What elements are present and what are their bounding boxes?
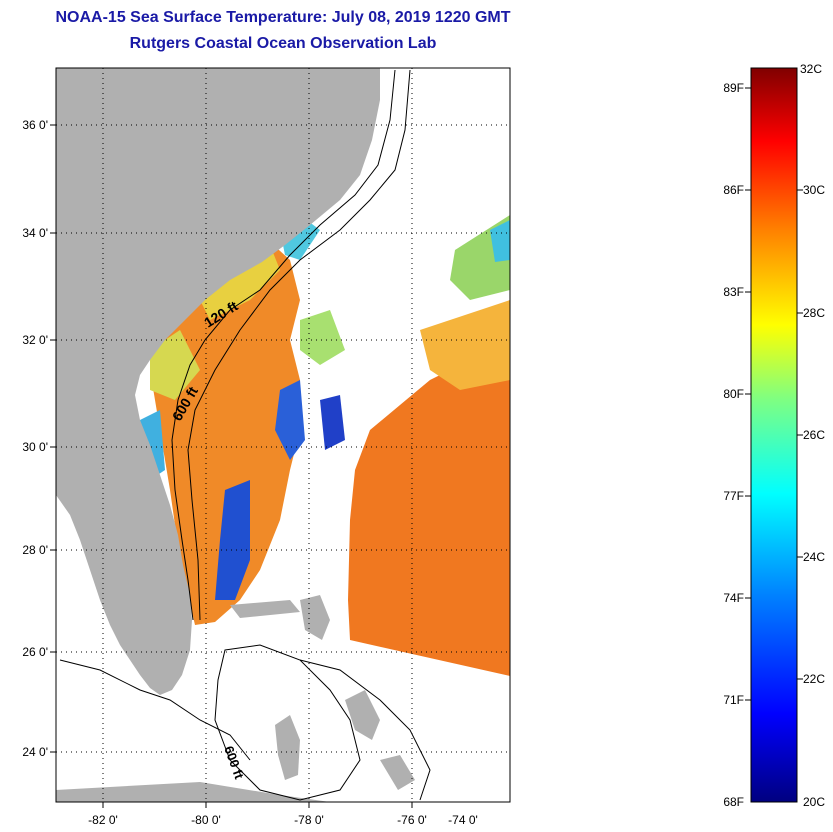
colorbar-f-label: 68F (723, 795, 744, 809)
lat-label: 30 0' (22, 440, 48, 454)
land-bahamas-eleuthera (345, 690, 380, 740)
contour-keys (59, 659, 251, 761)
lat-label: 36 0' (22, 118, 48, 132)
land-cuba (56, 782, 330, 802)
sst-swath-east (348, 330, 510, 676)
colorbar-f-label: 71F (723, 693, 744, 707)
sst-patch-cyan-1 (140, 410, 165, 480)
contour-120ft (171, 69, 396, 621)
sst-patch-east-cyan (490, 220, 510, 262)
sst-patch-east-yellow (420, 300, 510, 390)
colorbar-f-label: 86F (723, 183, 744, 197)
colorbar-c-label: 20C (803, 795, 825, 809)
lon-label: -80 0' (191, 813, 221, 827)
lon-label: -76 0' (397, 813, 427, 827)
lat-label: 32 0' (22, 333, 48, 347)
colorbar-ticks (745, 87, 803, 701)
contour-600ft (187, 69, 411, 621)
colorbar-c-label: 22C (803, 672, 825, 686)
lat-label: 34 0' (22, 226, 48, 240)
land-bahamas-abaco (300, 595, 330, 640)
lat-label: 28 0' (22, 543, 48, 557)
land-us-southeast (56, 68, 380, 695)
map-subtitle: Rutgers Coastal Ocean Observation Lab (129, 35, 437, 52)
sst-patch-green-1 (300, 310, 345, 365)
colorbar (750, 67, 798, 803)
land-bahamas-andros (275, 715, 300, 780)
sst-swath-west (150, 240, 300, 625)
sst-patch-blue-1 (215, 480, 250, 600)
land-bahamas-exuma (380, 755, 415, 790)
colorbar-f-label: 80F (723, 387, 744, 401)
map-gridlines (56, 68, 510, 802)
sst-patch-yellow-2 (150, 330, 200, 400)
colorbar-c-label: 24C (803, 550, 825, 564)
lon-label: -74 0' (448, 813, 478, 827)
colorbar-c-label: 30C (803, 183, 825, 197)
sst-patch-blue-3 (320, 395, 345, 450)
contour-bahamas-2 (299, 659, 431, 801)
colorbar-c-label: 28C (803, 306, 825, 320)
colorbar-c-label: 26C (803, 428, 825, 442)
colorbar-c-label: 32C (800, 62, 822, 76)
colorbar-f-label: 74F (723, 591, 744, 605)
colorbar-f-label: 89F (723, 81, 744, 95)
land-bahamas-grand (230, 600, 300, 618)
lat-label: 24 0' (22, 745, 48, 759)
map-title: NOAA-15 Sea Surface Temperature: July 08… (55, 9, 511, 26)
colorbar-f-label: 77F (723, 489, 744, 503)
lon-label: -82 0' (88, 813, 118, 827)
map-area: 120 ft 600 ft 600 ft (56, 68, 510, 802)
sst-patch-blue-2 (275, 380, 305, 460)
colorbar-f-label: 83F (723, 285, 744, 299)
map-ticks (50, 124, 413, 808)
lon-label: -78 0' (294, 813, 324, 827)
map-frame (55, 67, 511, 803)
lat-label: 26 0' (22, 645, 48, 659)
